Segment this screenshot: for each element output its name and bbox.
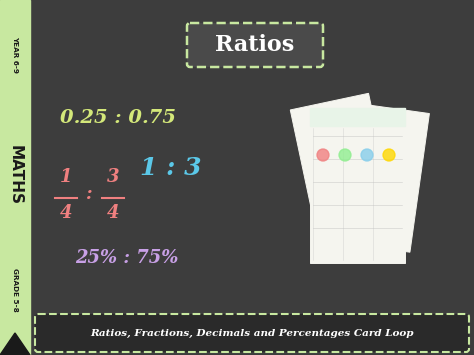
Bar bbox=[310, 108, 405, 126]
Text: YEAR 6-9: YEAR 6-9 bbox=[12, 37, 18, 73]
FancyBboxPatch shape bbox=[187, 23, 323, 67]
Bar bbox=[0, 0, 30, 355]
Text: 25% : 75%: 25% : 75% bbox=[75, 249, 178, 267]
Text: 4: 4 bbox=[60, 204, 72, 222]
Text: 3: 3 bbox=[107, 168, 119, 186]
Text: :: : bbox=[85, 185, 91, 203]
Text: Ratios: Ratios bbox=[215, 34, 295, 56]
Text: 4: 4 bbox=[107, 204, 119, 222]
Polygon shape bbox=[290, 93, 400, 257]
Circle shape bbox=[317, 149, 329, 161]
Text: GRADE 5-8: GRADE 5-8 bbox=[12, 268, 18, 312]
Polygon shape bbox=[0, 333, 30, 355]
Polygon shape bbox=[310, 108, 405, 262]
Circle shape bbox=[383, 149, 395, 161]
Text: 0.25 : 0.75: 0.25 : 0.75 bbox=[60, 109, 176, 127]
FancyBboxPatch shape bbox=[35, 314, 469, 352]
Circle shape bbox=[339, 149, 351, 161]
Text: 1: 1 bbox=[60, 168, 72, 186]
Text: MATHS: MATHS bbox=[8, 145, 22, 205]
Text: Ratios, Fractions, Decimals and Percentages Card Loop: Ratios, Fractions, Decimals and Percenta… bbox=[90, 328, 414, 338]
Text: 1 : 3: 1 : 3 bbox=[140, 156, 201, 180]
Circle shape bbox=[361, 149, 373, 161]
Polygon shape bbox=[341, 104, 429, 252]
